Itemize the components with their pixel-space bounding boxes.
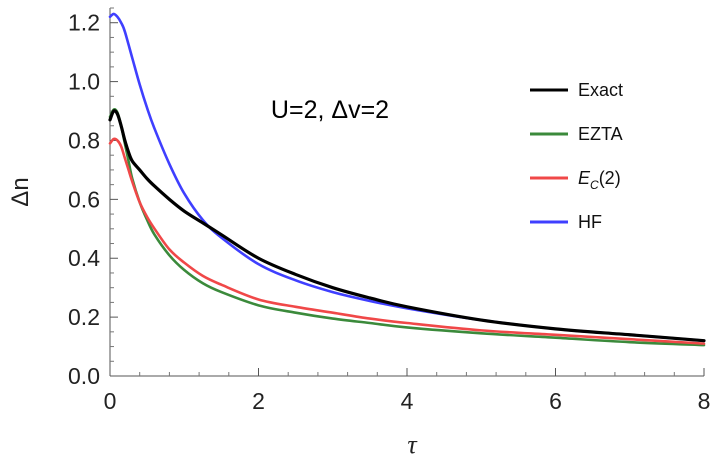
legend-label: HF bbox=[578, 212, 602, 232]
x-axis-label: τ bbox=[407, 430, 418, 459]
x-tick-label: 8 bbox=[698, 388, 711, 414]
axis-ticks: 0 2 4 6 8 0.0 0.2 0.4 0.6 0.8 1.0 1.2 bbox=[68, 7, 711, 414]
legend-label: EC(2) bbox=[578, 168, 621, 192]
y-tick-label: 1.2 bbox=[68, 10, 100, 36]
y-tick-label: 1.0 bbox=[68, 69, 100, 95]
y-tick-label: 0.0 bbox=[68, 363, 100, 389]
x-tick-label: 4 bbox=[401, 388, 414, 414]
y-tick-label: 0.8 bbox=[68, 127, 100, 153]
legend-label: Exact bbox=[578, 80, 623, 100]
annotation-text: U=2, Δv=2 bbox=[271, 96, 389, 124]
series-lines bbox=[108, 12, 706, 347]
legend: Exact EZTA EC(2) HF bbox=[530, 80, 623, 232]
y-tick-label: 0.4 bbox=[68, 245, 100, 271]
y-tick-label: 0.6 bbox=[68, 186, 100, 212]
legend-label: EZTA bbox=[578, 124, 623, 144]
x-tick-label: 6 bbox=[549, 388, 562, 414]
y-axis-label: Δn bbox=[7, 177, 34, 206]
x-tick-label: 0 bbox=[104, 388, 117, 414]
series-line-exact bbox=[108, 109, 706, 343]
series-line-ezta bbox=[108, 108, 706, 347]
x-tick-label: 2 bbox=[252, 388, 265, 414]
y-tick-label: 0.2 bbox=[68, 304, 100, 330]
plot-frame bbox=[109, 8, 704, 377]
series-line-e-c-2 bbox=[108, 137, 706, 345]
